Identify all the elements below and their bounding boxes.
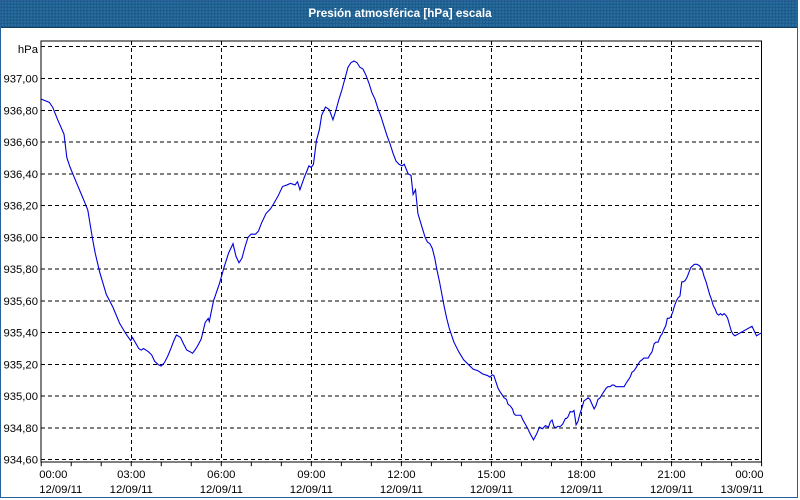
svg-text:934,80: 934,80 <box>3 423 38 435</box>
svg-text:03:00: 03:00 <box>117 469 145 481</box>
svg-text:12:00: 12:00 <box>387 469 415 481</box>
svg-text:935,00: 935,00 <box>3 391 38 403</box>
svg-text:00:00: 00:00 <box>735 469 763 481</box>
svg-text:936,80: 936,80 <box>3 105 38 117</box>
svg-text:12/09/11: 12/09/11 <box>560 484 603 496</box>
svg-text:937,00: 937,00 <box>3 74 38 86</box>
svg-text:936,20: 936,20 <box>3 201 38 213</box>
svg-text:935,40: 935,40 <box>3 328 38 340</box>
svg-text:12/09/11: 12/09/11 <box>470 484 513 496</box>
svg-text:00:00: 00:00 <box>39 469 67 481</box>
svg-text:15:00: 15:00 <box>477 469 505 481</box>
svg-text:936,60: 936,60 <box>3 137 38 149</box>
svg-text:936,00: 936,00 <box>3 232 38 244</box>
svg-text:12/09/11: 12/09/11 <box>39 484 82 496</box>
svg-text:21:00: 21:00 <box>657 469 685 481</box>
svg-text:934,60: 934,60 <box>3 455 38 467</box>
svg-text:06:00: 06:00 <box>207 469 235 481</box>
svg-text:13/09/11: 13/09/11 <box>720 484 763 496</box>
svg-text:09:00: 09:00 <box>297 469 325 481</box>
svg-text:935,60: 935,60 <box>3 296 38 308</box>
svg-text:12/09/11: 12/09/11 <box>110 484 153 496</box>
svg-text:hPa: hPa <box>18 44 39 56</box>
svg-text:935,80: 935,80 <box>3 264 38 276</box>
svg-text:936,40: 936,40 <box>3 169 38 181</box>
svg-text:12/09/11: 12/09/11 <box>290 484 333 496</box>
svg-text:12/09/11: 12/09/11 <box>200 484 243 496</box>
svg-text:12/09/11: 12/09/11 <box>650 484 693 496</box>
svg-text:18:00: 18:00 <box>567 469 595 481</box>
svg-text:12/09/11: 12/09/11 <box>380 484 423 496</box>
svg-text:935,20: 935,20 <box>3 359 38 371</box>
